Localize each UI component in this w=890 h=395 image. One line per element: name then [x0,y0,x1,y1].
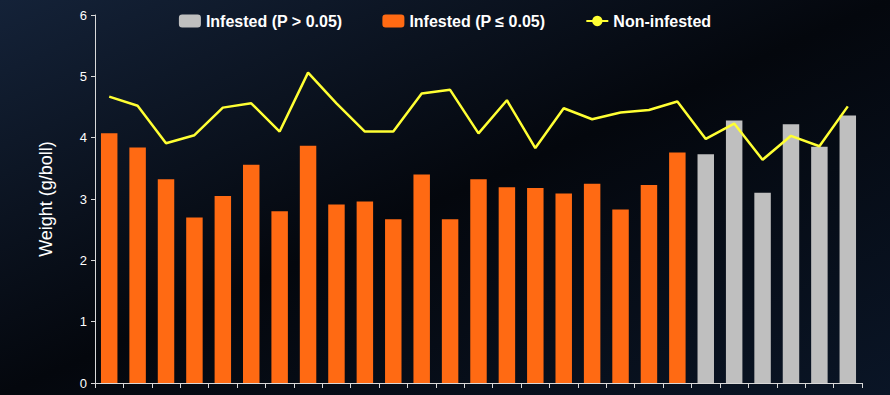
svg-text:1: 1 [80,314,87,329]
svg-text:3: 3 [80,192,87,207]
svg-text:Non-infested: Non-infested [613,13,711,30]
svg-text:2: 2 [80,253,87,268]
svg-text:6: 6 [80,8,87,23]
svg-text:Weight (g/boll): Weight (g/boll) [36,141,56,257]
svg-text:4: 4 [80,130,87,145]
svg-text:Infested (P ≤ 0.05): Infested (P ≤ 0.05) [409,13,545,30]
svg-text:0: 0 [80,376,87,391]
svg-text:5: 5 [80,69,87,84]
svg-text:Infested (P > 0.05): Infested (P > 0.05) [206,13,342,30]
